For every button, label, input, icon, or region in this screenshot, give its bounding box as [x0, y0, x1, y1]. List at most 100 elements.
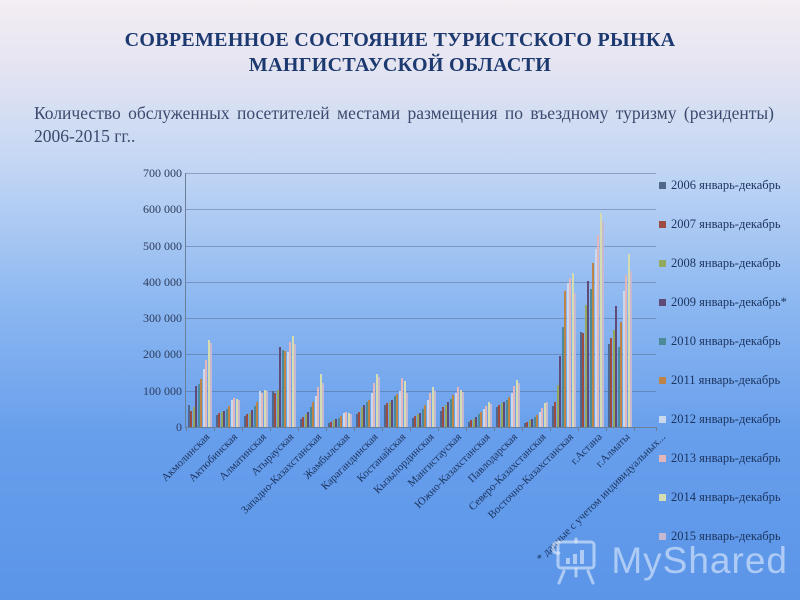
bar: [541, 408, 544, 427]
bar: [505, 399, 508, 427]
bar: [579, 331, 582, 427]
bar: [383, 405, 386, 427]
bar: [398, 390, 401, 427]
x-axis-tick: [242, 427, 243, 431]
bar: [459, 390, 462, 427]
bar-chart-plot-area: 0 100 000 200 000 300 000 400 000 500 000 600 …: [143, 166, 668, 564]
bar: [218, 413, 221, 427]
bar: [531, 419, 534, 427]
legend-label: 2008 январь-декабрь: [671, 256, 781, 270]
bar: [594, 249, 597, 427]
bar: [291, 335, 294, 427]
legend-item: 2013 январь-декабрь: [659, 439, 797, 478]
x-axis-tick: [410, 427, 411, 431]
bar: [536, 414, 539, 427]
legend-swatch: [659, 338, 666, 345]
bar: [340, 416, 343, 427]
bar: [607, 343, 610, 427]
legend-label: 2014 январь-декабрь: [671, 490, 781, 504]
bar: [426, 399, 429, 427]
bar: [317, 387, 320, 427]
bar: [554, 402, 557, 427]
y-axis-label: 300 000: [143, 311, 182, 326]
y-axis-label: 0: [176, 420, 182, 434]
bar: [246, 413, 249, 427]
bar: [403, 380, 406, 427]
gridline: [186, 209, 656, 211]
bar: [312, 402, 315, 427]
bar: [480, 411, 483, 427]
bar: [309, 407, 312, 427]
bar: [347, 412, 350, 427]
x-axis-tick: [186, 427, 187, 431]
bar: [225, 408, 228, 427]
bar: [487, 402, 490, 427]
bar: [429, 392, 432, 427]
bar: [587, 281, 590, 427]
bar: [307, 411, 310, 427]
bar: [276, 389, 279, 427]
bar: [286, 351, 289, 427]
bar: [233, 397, 236, 427]
y-axis-label: 600 000: [143, 202, 182, 217]
x-axis-tick: [214, 427, 215, 431]
y-axis-label: 700 000: [143, 166, 182, 180]
bar: [406, 392, 409, 427]
bar: [294, 343, 297, 427]
bar: [304, 414, 307, 427]
bar: [564, 290, 567, 427]
legend-item: 2015 январь-декабрь: [659, 517, 797, 556]
x-axis-tick: [438, 427, 439, 431]
bar: [538, 411, 541, 427]
bar: [475, 416, 478, 427]
bar: [327, 422, 330, 427]
bar: [302, 416, 305, 427]
bar: [622, 290, 625, 427]
bar: [597, 234, 600, 427]
bar: [386, 403, 389, 427]
bar: [411, 417, 414, 427]
bar: [457, 387, 460, 427]
x-axis-tick: [550, 427, 551, 431]
bar: [424, 405, 427, 427]
bar: [452, 395, 455, 427]
bar: [526, 421, 529, 427]
bar: [228, 405, 231, 427]
x-axis-tick: [578, 427, 579, 431]
bar: [421, 408, 424, 427]
bar: [627, 254, 630, 427]
x-axis-tick: [270, 427, 271, 431]
x-axis-tick: [606, 427, 607, 431]
bar: [202, 368, 205, 427]
bar: [551, 405, 554, 427]
bar: [337, 417, 340, 427]
myshared-watermark: MyShared: [549, 536, 788, 586]
bar: [615, 306, 618, 427]
bar: [195, 386, 198, 427]
bar: [513, 386, 516, 427]
bar: [401, 378, 404, 427]
bar: [332, 420, 335, 427]
bar: [248, 412, 251, 427]
bar: [523, 423, 526, 427]
legend-swatch: [659, 533, 666, 540]
legend-swatch: [659, 299, 666, 306]
bar: [322, 383, 325, 427]
bar: [416, 414, 419, 427]
bar: [500, 403, 503, 427]
bar: [444, 404, 447, 427]
gridline: [186, 390, 656, 392]
y-axis-label: 400 000: [143, 274, 182, 289]
bar: [299, 419, 302, 427]
bar: [365, 402, 368, 427]
legend-swatch: [659, 182, 666, 189]
x-axis-tick: [354, 427, 355, 431]
bar: [630, 270, 633, 427]
bar: [561, 326, 564, 427]
bar: [358, 411, 361, 427]
gridline: [186, 173, 656, 174]
bar: [284, 350, 287, 427]
bar: [431, 387, 434, 427]
bar: [515, 379, 518, 427]
bar: [373, 383, 376, 427]
